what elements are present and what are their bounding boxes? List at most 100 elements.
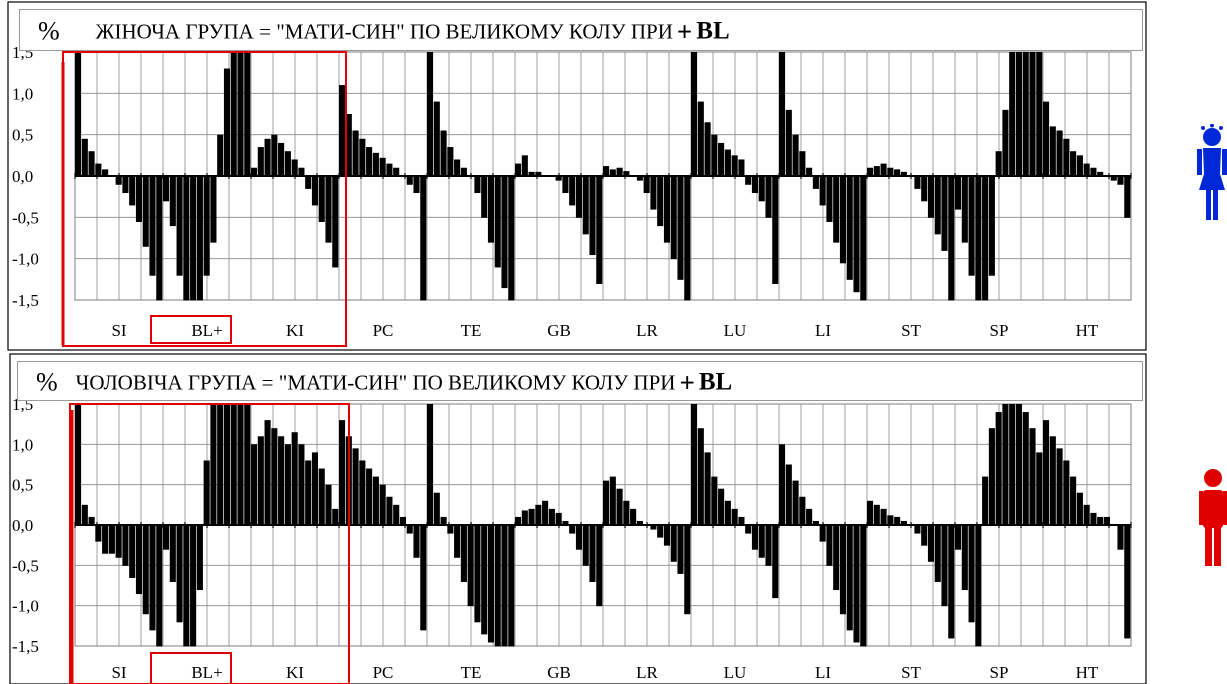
y-tick-label: 1,0 xyxy=(12,435,33,454)
bar xyxy=(149,525,156,631)
bar xyxy=(779,444,786,526)
bar xyxy=(244,404,251,526)
bar xyxy=(839,525,847,615)
bar xyxy=(670,176,677,260)
bar xyxy=(366,468,373,526)
bar xyxy=(955,176,962,210)
bar xyxy=(88,516,95,526)
bar xyxy=(1029,52,1036,177)
bar xyxy=(961,176,968,243)
bar xyxy=(379,484,386,526)
bar xyxy=(427,52,434,177)
bar xyxy=(697,101,704,177)
y-tick-label: 0,0 xyxy=(12,167,33,186)
bar xyxy=(332,508,339,526)
bar xyxy=(569,176,576,206)
percent-symbol: % xyxy=(38,16,60,46)
bar xyxy=(366,147,373,177)
bar xyxy=(860,176,867,301)
category-label-lr: LR xyxy=(636,663,658,682)
bar xyxy=(1076,492,1083,526)
bar xyxy=(995,412,1002,526)
bar xyxy=(1097,516,1104,526)
bar xyxy=(799,151,806,177)
bar xyxy=(1015,52,1023,177)
bar xyxy=(1022,412,1029,526)
bar xyxy=(420,525,427,631)
bar xyxy=(196,525,203,591)
bar xyxy=(677,176,684,280)
bar xyxy=(623,500,630,526)
bar xyxy=(569,525,576,534)
bar xyxy=(1076,155,1083,177)
bar xyxy=(1009,404,1016,526)
bar xyxy=(1049,436,1056,526)
bar xyxy=(163,176,170,202)
bar xyxy=(765,525,772,566)
bar xyxy=(115,176,122,185)
bar xyxy=(535,171,542,177)
category-label-gb: GB xyxy=(547,663,571,682)
bar xyxy=(183,176,190,301)
bar xyxy=(1063,460,1070,526)
bar xyxy=(894,169,901,177)
bar xyxy=(880,163,887,177)
bar xyxy=(311,176,319,206)
bar xyxy=(927,525,935,562)
category-label-si: SI xyxy=(111,321,126,340)
bar xyxy=(257,147,264,177)
bar xyxy=(792,134,799,177)
bar xyxy=(724,500,731,526)
bar xyxy=(95,525,102,542)
bar xyxy=(806,508,813,526)
bar xyxy=(1117,525,1124,550)
bar xyxy=(826,176,833,222)
bar xyxy=(765,176,772,218)
male-chart-title: % ЧОЛОВІЧА ГРУПА = "МАТИ-СИН" ПО ВЕЛИКОМ… xyxy=(17,361,1143,401)
bar xyxy=(812,176,819,189)
bar xyxy=(487,176,495,243)
bar xyxy=(657,525,664,538)
bar xyxy=(1124,176,1131,218)
bar xyxy=(643,176,650,194)
bar xyxy=(704,122,711,177)
bar xyxy=(129,525,136,578)
bar xyxy=(779,52,786,177)
plus-sign: + xyxy=(679,367,695,398)
bar xyxy=(169,176,176,227)
y-tick-label: 0,5 xyxy=(12,126,33,145)
bar xyxy=(325,176,332,243)
y-tick-label: 0,0 xyxy=(12,516,33,535)
bar xyxy=(1009,52,1016,177)
bar xyxy=(102,169,109,177)
bar xyxy=(609,476,616,526)
bar xyxy=(528,171,535,177)
bar xyxy=(609,169,616,177)
bar xyxy=(278,142,285,177)
bar xyxy=(311,452,319,526)
y-tick-label: 1,0 xyxy=(12,84,33,103)
bar xyxy=(1002,404,1009,526)
bar xyxy=(481,176,488,218)
bar xyxy=(156,525,163,647)
category-label-lu: LU xyxy=(724,663,747,682)
bar xyxy=(1056,130,1063,177)
bar xyxy=(819,176,826,206)
bar xyxy=(332,176,339,268)
bar xyxy=(1036,52,1043,177)
bar xyxy=(650,176,657,210)
bar xyxy=(122,176,129,194)
bar xyxy=(711,476,718,526)
bar xyxy=(487,525,495,643)
bar xyxy=(941,176,948,251)
bar xyxy=(196,176,203,301)
bar xyxy=(379,157,386,177)
bar xyxy=(318,176,325,222)
bar xyxy=(237,52,244,177)
bar xyxy=(528,508,535,526)
female-chart-title: % ЖІНОЧА ГРУПА = "МАТИ-СИН" ПО ВЕЛИКОМУ … xyxy=(19,9,1143,51)
bar xyxy=(88,151,95,177)
bar xyxy=(548,508,555,526)
bar xyxy=(420,176,427,301)
